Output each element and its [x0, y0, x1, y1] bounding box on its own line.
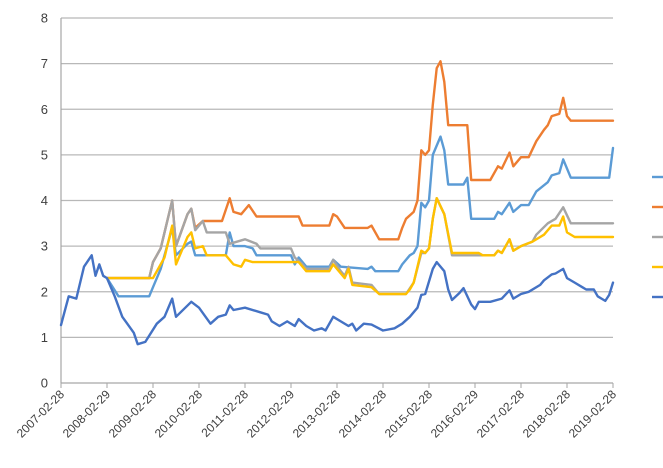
y-axis-labels: 0 1 2 3 4 5 6 7 8 [41, 11, 48, 391]
x-tick-label: 2018-02-28 [520, 387, 574, 441]
gridlines [61, 17, 613, 338]
series-line-4 [105, 197, 615, 296]
x-tick-label: 2009-02-28 [106, 387, 160, 441]
series-line-1 [105, 135, 615, 298]
y-tick-label: 8 [41, 11, 48, 26]
x-tick-label: 2019-02-28 [566, 387, 620, 441]
x-tick-label: 2014-02-28 [336, 387, 390, 441]
x-tick-label: 2017-02-28 [474, 387, 528, 441]
x-tick-label: 2010-02-28 [152, 387, 206, 441]
y-tick-label: 7 [41, 56, 48, 71]
series-line-5 [59, 254, 615, 346]
x-axis-labels: 2007-02-282008-02-292009-02-282010-02-28… [14, 387, 620, 441]
y-tick-label: 0 [41, 376, 48, 391]
y-tick-label: 3 [41, 239, 48, 254]
x-tick-label: 2013-02-28 [290, 387, 344, 441]
y-tick-label: 5 [41, 147, 48, 162]
series-lines [59, 60, 615, 346]
x-tick-label: 2011-02-28 [198, 387, 251, 440]
x-tick-label: 2008-02-29 [60, 387, 114, 441]
y-tick-label: 6 [41, 102, 48, 117]
x-tick-label: 2007-02-28 [14, 387, 68, 441]
y-tick-label: 2 [41, 284, 48, 299]
y-tick-label: 1 [41, 330, 48, 345]
series-line-2 [105, 60, 615, 280]
x-tick-label: 2016-02-29 [428, 387, 482, 441]
x-tick-label: 2015-02-28 [382, 387, 436, 441]
legend [652, 175, 663, 299]
y-tick-label: 4 [41, 193, 48, 208]
x-tick-label: 2012-02-29 [244, 387, 298, 441]
